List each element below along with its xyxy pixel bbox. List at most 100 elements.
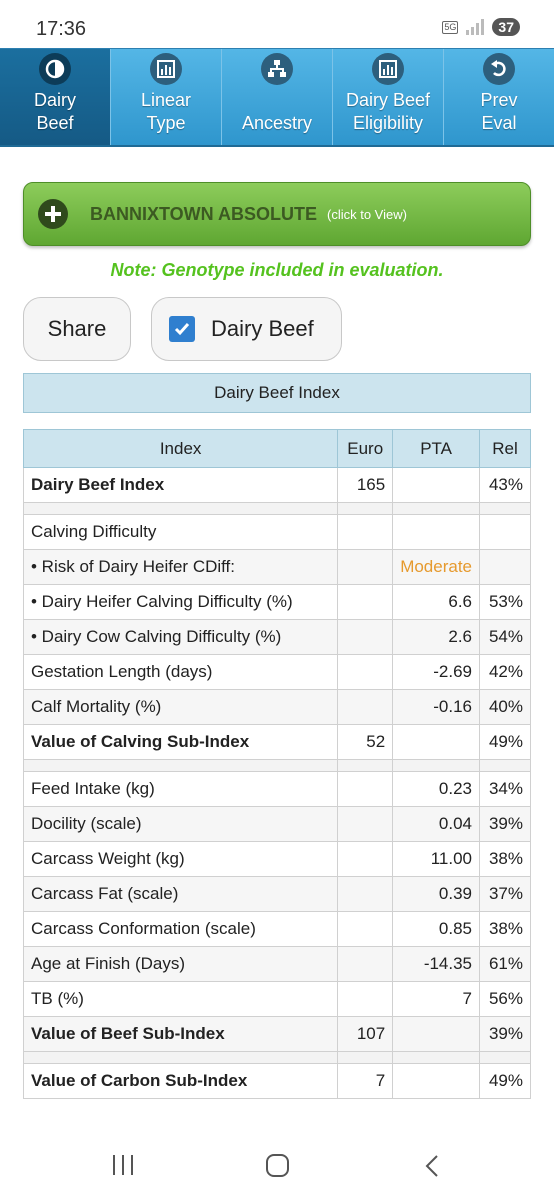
section-title: Dairy Beef Index [23,373,531,413]
network-badge: 5G [442,20,459,34]
table-row: Value of Carbon Sub-Index 7 49% [22,1063,531,1099]
battery-icon: 37 [492,18,520,36]
row-label: Value of Calving Sub-Index [22,724,339,760]
pta-value: 0.85 [392,911,481,947]
rel-value: 40% [479,689,531,725]
table-row: Value of Calving Sub-Index 52 49% [22,724,531,760]
hierarchy-icon [261,53,293,85]
row-label: Carcass Fat (scale) [22,876,339,912]
pta-value: 6.6 [392,584,481,620]
animal-view-button[interactable]: BANNIXTOWN ABSOLUTE (click to View) [23,182,531,246]
tab-label: Prev Eval [480,90,518,133]
pta-value: -2.69 [392,654,481,690]
tab-dairy-beef-eligibility[interactable]: Dairy Beef Eligibility [333,49,444,145]
signal-icon [466,19,485,35]
table-row: Value of Beef Sub-Index 107 39% [22,1016,531,1052]
row-label: Value of Carbon Sub-Index [22,1063,339,1099]
table-row: Carcass Fat (scale) 0.39 37% [22,876,531,912]
tab-label: Dairy Beef Eligibility [345,90,431,133]
rel-value: 54% [479,619,531,655]
euro-value: 165 [337,467,394,503]
pta-value: 7 [392,981,481,1017]
tab-label: Dairy Beef [33,90,76,133]
home-icon[interactable] [266,1154,289,1177]
table-row: TB (%) 7 56% [22,981,531,1017]
pta-value [392,467,481,503]
rel-value: 38% [479,841,531,877]
table-row: Docility (scale) 0.04 39% [22,806,531,842]
row-label: Carcass Conformation (scale) [22,911,339,947]
rel-value: 42% [479,654,531,690]
status-bar: 17:36 5G 37 [0,0,554,48]
status-icons: 5G 37 [442,18,520,36]
plus-icon [38,199,68,229]
row-label: Dairy Beef Index [22,467,339,503]
bar-chart-icon [372,53,404,85]
table-row: Feed Intake (kg) 0.23 34% [22,771,531,807]
header-rel: Rel [479,429,531,468]
share-button[interactable]: Share [23,297,131,361]
recent-apps-icon[interactable] [111,1155,135,1175]
tab-bar: Dairy Beef Linear Type Ancestry Dairy Be… [0,48,554,147]
bar-chart-icon [150,53,182,85]
table-row: Dairy Beef Index 165 43% [22,467,531,503]
genotype-note: Note: Genotype included in evaluation. [110,260,444,280]
click-to-view-hint: (click to View) [327,206,407,222]
row-label: • Dairy Heifer Calving Difficulty (%) [22,584,339,620]
animal-name: BANNIXTOWN ABSOLUTE [90,203,317,224]
checkbox-checked-icon[interactable] [169,316,195,342]
row-label: Gestation Length (days) [22,654,339,690]
pta-value: 2.6 [392,619,481,655]
rel-value: 49% [479,1063,531,1099]
table-row: • Dairy Heifer Calving Difficulty (%) 6.… [22,584,531,620]
row-label: Calving Difficulty [22,514,339,550]
rel-value: 34% [479,771,531,807]
row-label: • Dairy Cow Calving Difficulty (%) [22,619,339,655]
table-row: Calving Difficulty [22,514,531,550]
header-pta: PTA [392,429,481,468]
table-header-row: Index Euro PTA Rel [22,429,531,468]
dairy-beef-toggle[interactable]: Dairy Beef [151,297,342,361]
tab-dairy-beef[interactable]: Dairy Beef [0,49,111,145]
row-label: TB (%) [22,981,339,1017]
euro-value: 7 [337,1063,394,1099]
pta-value: -14.35 [392,946,481,982]
table-row: Age at Finish (Days) -14.35 61% [22,946,531,982]
spacer-row [22,502,531,515]
rel-value: 39% [479,1016,531,1052]
row-label: • Risk of Dairy Heifer CDiff: [22,549,339,585]
undo-icon [483,53,515,85]
euro-value: 107 [337,1016,394,1052]
table-row: Carcass Conformation (scale) 0.85 38% [22,911,531,947]
row-label: Value of Beef Sub-Index [22,1016,339,1052]
rel-value: 56% [479,981,531,1017]
dairy-beef-label: Dairy Beef [211,316,314,341]
status-time: 17:36 [36,18,87,40]
risk-level: Moderate [392,549,481,585]
pta-value: 0.04 [392,806,481,842]
rel-value: 39% [479,806,531,842]
row-label: Calf Mortality (%) [22,689,339,725]
table-row: Gestation Length (days) -2.69 42% [22,654,531,690]
pta-value: 0.39 [392,876,481,912]
row-label: Feed Intake (kg) [22,771,339,807]
tab-prev-eval[interactable]: Prev Eval [444,49,554,145]
table-row: • Dairy Cow Calving Difficulty (%) 2.6 5… [22,619,531,655]
half-circle-icon [39,53,71,85]
pta-value: -0.16 [392,689,481,725]
pta-value: 11.00 [392,841,481,877]
back-icon[interactable] [424,1154,440,1183]
row-label: Docility (scale) [22,806,339,842]
table-row: • Risk of Dairy Heifer CDiff: Moderate [22,549,531,585]
rel-value: 61% [479,946,531,982]
tab-ancestry[interactable]: Ancestry [222,49,333,145]
pta-value: 0.23 [392,771,481,807]
header-index: Index [22,429,339,468]
table-row: Calf Mortality (%) -0.16 40% [22,689,531,725]
tab-label: Linear Type [140,90,192,133]
rel-value: 49% [479,724,531,760]
system-nav-bar [0,1130,554,1200]
rel-value: 38% [479,911,531,947]
spacer-row [22,1051,531,1064]
tab-linear-type[interactable]: Linear Type [111,49,222,145]
